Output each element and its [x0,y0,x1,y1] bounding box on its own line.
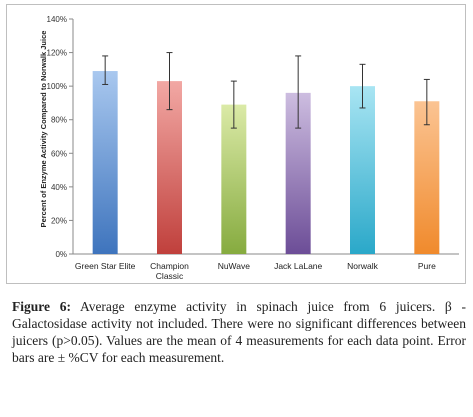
x-tick-label: Champion Classic [150,261,189,281]
y-tick-label: 140% [47,15,67,24]
caption-text: Average enzyme activity in spinach juice… [12,299,466,365]
bar [221,104,247,254]
y-tick-label: 40% [51,183,67,192]
y-tick-label: 0% [55,250,67,259]
x-tick-label-line: Jack LaLane [274,261,322,271]
x-tick-label-line: Green Star Elite [75,261,136,271]
x-tick-label: Norwalk [347,261,378,271]
x-tick-label-line: Classic [156,271,184,281]
y-tick-label: 20% [51,216,67,225]
error-bars [102,52,430,129]
bar [414,101,440,254]
bar [350,86,375,255]
y-axis-label: Percent of Enzyme Activity Compared to N… [39,31,48,228]
x-tick-label-line: Norwalk [347,261,378,271]
figure-caption: Figure 6: Average enzyme activity in spi… [12,298,466,366]
bars [92,71,440,255]
x-tick-label-line: Pure [418,261,436,271]
x-tick-label-line: NuWave [218,261,251,271]
x-labels: Green Star Elite Champion Classic NuWave Jac… [75,261,436,281]
x-tick-label: Jack LaLane [274,261,322,271]
x-tick-label: NuWave [218,261,251,271]
y-ticks: 0% 20% 40% 60% 80% 100% 120% 140% [47,15,73,259]
y-tick-label: 80% [51,116,67,125]
x-tick-label: Green Star Elite [75,261,136,271]
y-tick-label: 60% [51,149,67,158]
bar-chart: Percent of Enzyme Activity Compared to N… [39,15,459,281]
chart-frame: Percent of Enzyme Activity Compared to N… [6,4,466,284]
y-tick-label: 100% [47,82,67,91]
x-tick-label: Pure [418,261,436,271]
y-tick-label: 120% [47,49,67,58]
caption-label: Figure 6: [12,299,71,314]
bar [92,71,118,255]
x-tick-label-line: Champion [150,261,189,271]
axes [72,19,459,255]
